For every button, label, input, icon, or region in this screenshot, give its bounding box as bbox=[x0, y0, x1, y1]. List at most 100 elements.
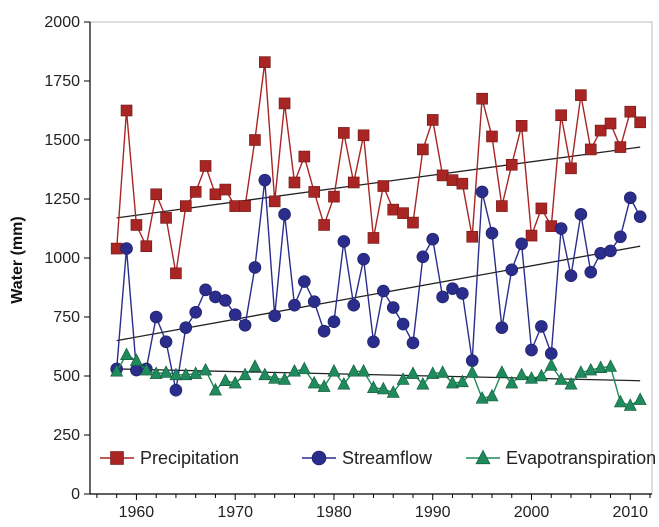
data-point bbox=[259, 56, 271, 68]
data-point bbox=[554, 222, 568, 235]
data-point bbox=[337, 235, 351, 248]
data-point bbox=[249, 134, 261, 146]
data-point bbox=[495, 321, 509, 334]
data-point bbox=[426, 232, 440, 246]
data-point bbox=[564, 377, 578, 390]
data-point bbox=[377, 180, 390, 192]
data-point bbox=[574, 208, 588, 221]
data-point bbox=[120, 242, 133, 255]
data-point bbox=[456, 177, 469, 190]
data-point bbox=[328, 190, 340, 203]
legend-item-precipitation: Precipitation bbox=[100, 448, 239, 468]
data-point bbox=[219, 294, 232, 307]
data-point bbox=[544, 347, 558, 360]
y-tick-label: 0 bbox=[71, 486, 80, 503]
data-point bbox=[446, 174, 459, 186]
data-point bbox=[376, 381, 390, 395]
data-point bbox=[485, 226, 499, 240]
data-point bbox=[209, 188, 222, 201]
data-point bbox=[475, 185, 489, 199]
data-point bbox=[258, 173, 272, 187]
data-point bbox=[159, 335, 173, 349]
data-point bbox=[525, 343, 538, 357]
data-point bbox=[288, 298, 301, 312]
y-tick-label: 2000 bbox=[44, 14, 80, 31]
data-point bbox=[169, 367, 183, 381]
data-point bbox=[634, 116, 646, 129]
x-tick-label: 1970 bbox=[217, 504, 253, 521]
data-point bbox=[445, 375, 459, 389]
data-point bbox=[386, 301, 400, 314]
data-point bbox=[268, 309, 281, 323]
data-point bbox=[624, 105, 637, 118]
data-point bbox=[140, 240, 153, 252]
data-point bbox=[219, 183, 232, 196]
data-point bbox=[278, 97, 291, 110]
data-point bbox=[159, 365, 173, 378]
data-point bbox=[396, 372, 410, 385]
data-point bbox=[120, 104, 133, 117]
y-tick-label: 1000 bbox=[44, 250, 80, 267]
data-point bbox=[535, 320, 548, 333]
data-point bbox=[575, 89, 587, 101]
data-point bbox=[287, 364, 301, 377]
data-point bbox=[436, 290, 449, 304]
data-point bbox=[633, 392, 647, 405]
data-point bbox=[278, 208, 291, 221]
data-point bbox=[377, 284, 390, 298]
data-point bbox=[406, 366, 420, 379]
data-point bbox=[229, 200, 241, 212]
data-point bbox=[416, 250, 430, 264]
data-point bbox=[594, 360, 608, 373]
data-point bbox=[238, 318, 252, 332]
data-point bbox=[199, 283, 212, 297]
data-point bbox=[268, 195, 281, 208]
data-point bbox=[338, 127, 350, 139]
data-point bbox=[189, 186, 202, 198]
data-point bbox=[327, 315, 341, 329]
data-point bbox=[307, 295, 321, 308]
data-point bbox=[317, 379, 331, 392]
data-point bbox=[337, 377, 351, 390]
data-point bbox=[564, 269, 578, 283]
x-tick-label: 1990 bbox=[415, 504, 451, 521]
data-point bbox=[584, 143, 597, 156]
series-precipitation bbox=[110, 56, 646, 280]
data-point bbox=[633, 210, 647, 223]
legend-label: Streamflow bbox=[342, 448, 433, 468]
legend-marker bbox=[311, 450, 327, 466]
y-tick-label: 750 bbox=[53, 309, 80, 326]
data-point bbox=[515, 367, 529, 381]
data-point bbox=[456, 287, 469, 300]
y-tick-label: 1250 bbox=[44, 191, 80, 208]
data-point bbox=[623, 398, 637, 411]
data-point bbox=[417, 143, 429, 156]
data-point bbox=[594, 124, 607, 137]
data-point bbox=[386, 385, 400, 398]
data-point bbox=[308, 186, 321, 198]
data-point bbox=[406, 336, 420, 350]
data-point bbox=[179, 321, 193, 334]
data-point bbox=[515, 237, 528, 251]
data-point bbox=[199, 362, 213, 376]
data-point bbox=[150, 188, 162, 201]
data-point bbox=[495, 365, 509, 378]
data-point bbox=[307, 375, 321, 389]
data-point bbox=[387, 203, 400, 216]
data-point bbox=[357, 252, 370, 266]
data-point bbox=[347, 364, 361, 377]
legend-marker bbox=[110, 451, 124, 465]
data-point bbox=[169, 383, 183, 397]
data-point bbox=[466, 230, 479, 243]
data-point bbox=[130, 219, 143, 231]
data-point bbox=[347, 176, 360, 189]
data-point bbox=[396, 317, 410, 331]
x-axis: 1960 1970 1980 1990 2000 2010 bbox=[90, 493, 652, 521]
data-point bbox=[248, 261, 262, 274]
data-point bbox=[525, 371, 538, 384]
data-point bbox=[357, 364, 371, 377]
data-point bbox=[436, 365, 450, 378]
legend-marker bbox=[475, 449, 491, 465]
data-point bbox=[535, 202, 548, 215]
x-tick-label: 2000 bbox=[514, 504, 550, 521]
